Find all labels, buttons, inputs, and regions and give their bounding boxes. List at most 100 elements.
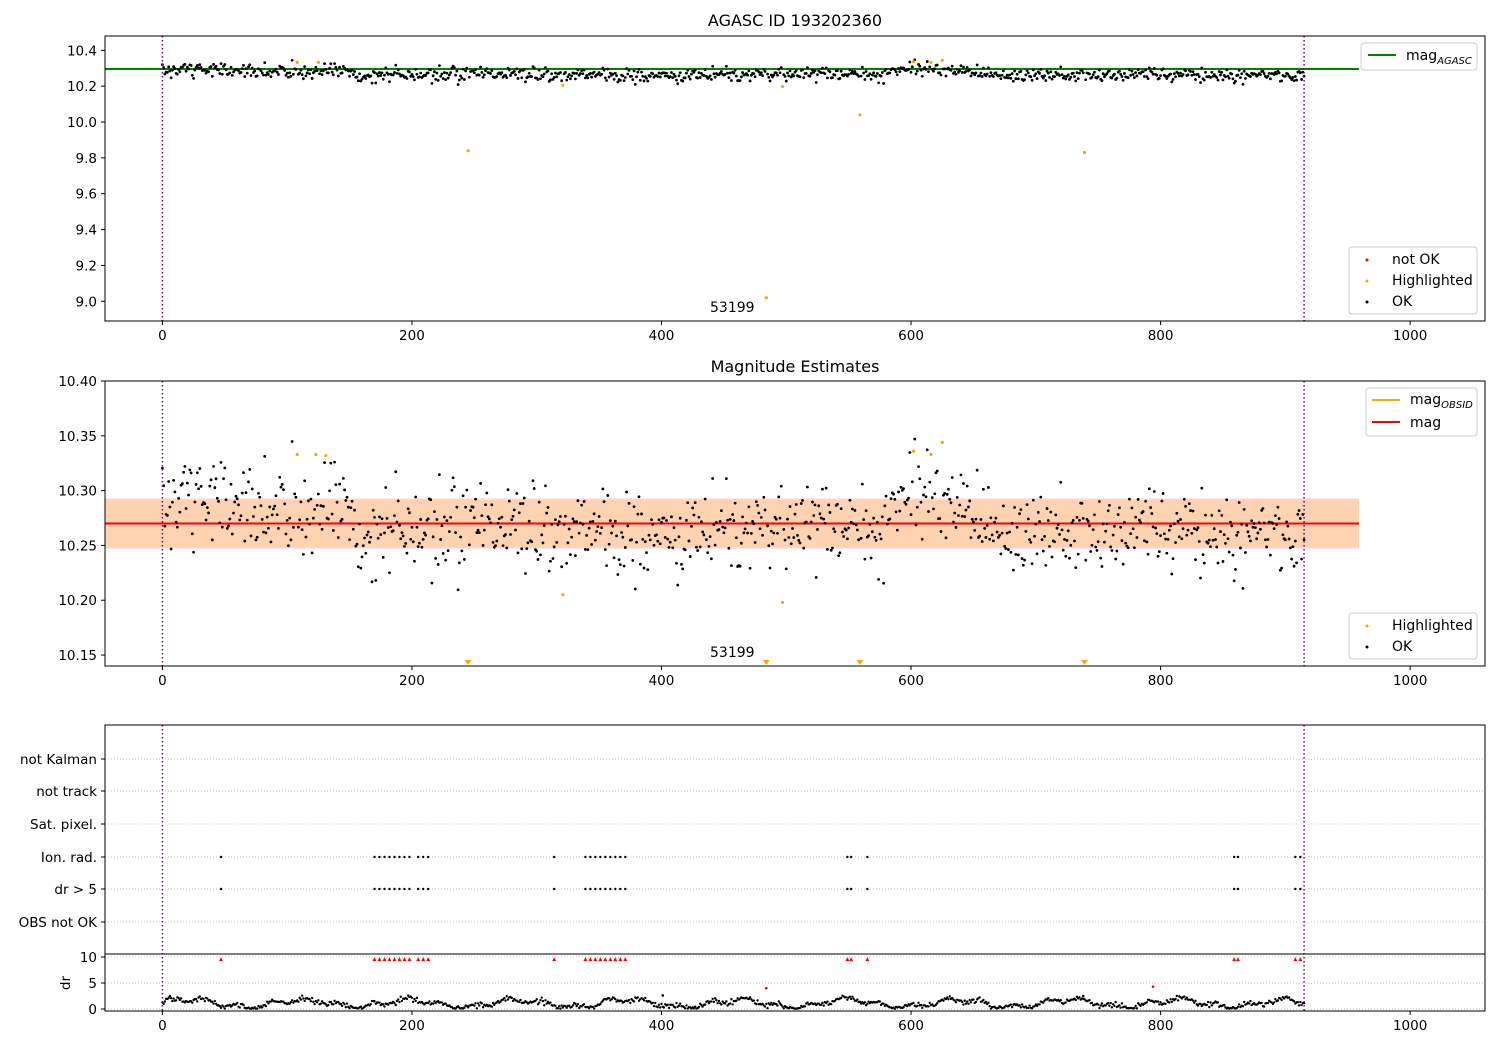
ok-point bbox=[331, 73, 335, 77]
dr-point bbox=[343, 1003, 346, 1006]
ok-point bbox=[1026, 71, 1030, 75]
ok-point bbox=[555, 75, 559, 79]
ok-point bbox=[439, 74, 443, 78]
ok-point bbox=[444, 558, 448, 562]
ok-point bbox=[593, 538, 597, 542]
ok-point bbox=[343, 488, 346, 492]
ok-point bbox=[1063, 538, 1066, 541]
ok-point bbox=[949, 68, 953, 72]
ok-point bbox=[605, 564, 608, 568]
ok-point bbox=[311, 516, 315, 520]
ok-point bbox=[1113, 72, 1116, 76]
ok-point bbox=[1145, 540, 1149, 544]
ok-point bbox=[950, 476, 954, 479]
ok-point bbox=[1146, 77, 1150, 81]
ok-point bbox=[486, 515, 490, 519]
ok-point bbox=[336, 74, 340, 78]
ok-point bbox=[1005, 73, 1009, 77]
ok-point bbox=[396, 68, 400, 72]
ok-point bbox=[933, 67, 937, 71]
ok-point bbox=[1009, 76, 1013, 80]
ok-point bbox=[1196, 526, 1200, 530]
dr-point bbox=[378, 1001, 381, 1004]
ok-point bbox=[1239, 546, 1242, 550]
ok-point bbox=[260, 71, 264, 75]
ok-point bbox=[224, 68, 228, 72]
ok-point bbox=[1046, 71, 1050, 75]
ok-point bbox=[345, 495, 349, 499]
ok-point bbox=[792, 536, 796, 539]
ok-point bbox=[259, 504, 263, 508]
ok-point bbox=[758, 527, 762, 531]
ok-point bbox=[817, 504, 821, 508]
dr-point bbox=[833, 999, 837, 1003]
ok-point bbox=[930, 496, 934, 500]
dr-point bbox=[712, 1000, 716, 1004]
ok-point bbox=[541, 75, 545, 79]
ok-point bbox=[535, 549, 539, 553]
panel1-ytick-label-7: 10.4 bbox=[67, 43, 97, 59]
ok-point bbox=[207, 511, 210, 515]
ok-point bbox=[1034, 72, 1038, 76]
dr-point bbox=[567, 1004, 571, 1007]
dr-point bbox=[414, 999, 417, 1003]
ok-point bbox=[536, 558, 540, 561]
panel1-ytick-label-3: 9.6 bbox=[76, 187, 97, 203]
ok-point bbox=[670, 515, 673, 519]
ok-point bbox=[329, 461, 333, 465]
ok-point bbox=[1030, 562, 1034, 566]
ok-point bbox=[641, 537, 645, 541]
ok-point bbox=[559, 515, 562, 518]
ok-point bbox=[613, 71, 617, 75]
ok-point bbox=[895, 73, 899, 77]
ok-point bbox=[178, 70, 182, 74]
ok-point bbox=[477, 73, 481, 77]
ok-point bbox=[1048, 544, 1051, 548]
dr-gt-5-flag-point bbox=[584, 887, 587, 891]
ok-point bbox=[245, 518, 249, 522]
ok-point bbox=[203, 502, 207, 506]
dr-point bbox=[1175, 994, 1179, 998]
ok-point bbox=[497, 517, 501, 521]
ok-point bbox=[633, 82, 637, 86]
dr-point bbox=[967, 1002, 970, 1005]
dr-point bbox=[1134, 1004, 1137, 1008]
panel2-xtick-label-1: 200 bbox=[399, 673, 425, 689]
dr-point bbox=[917, 1001, 920, 1005]
ionrad-flag-point bbox=[604, 855, 607, 859]
ok-point bbox=[1156, 554, 1160, 558]
ok-point bbox=[1271, 521, 1275, 525]
ok-point bbox=[724, 64, 728, 68]
ok-point bbox=[646, 79, 650, 83]
dr-point bbox=[1164, 1002, 1167, 1006]
ok-point bbox=[1094, 545, 1098, 549]
ok-point bbox=[282, 488, 285, 492]
dr-point bbox=[503, 996, 506, 1000]
ok-point bbox=[578, 72, 582, 75]
ok-point bbox=[1105, 522, 1109, 526]
panel2-xtick-label-5: 1000 bbox=[1393, 673, 1427, 689]
ok-point bbox=[1160, 499, 1164, 503]
dr-point bbox=[1299, 1000, 1302, 1004]
ok-point bbox=[1236, 530, 1240, 534]
ok-point bbox=[1010, 72, 1014, 76]
ok-point bbox=[355, 542, 359, 546]
dr-point bbox=[203, 1000, 207, 1003]
ok-point bbox=[183, 62, 187, 66]
dr-axis-label: dr bbox=[58, 975, 74, 990]
ok-point bbox=[660, 520, 663, 524]
panel1-ytick-label-5: 10.0 bbox=[67, 115, 97, 131]
ok-point bbox=[313, 69, 317, 73]
ok-point bbox=[1214, 538, 1217, 541]
ok-point bbox=[264, 73, 268, 77]
dr-point bbox=[194, 998, 198, 1001]
ok-point bbox=[763, 508, 767, 512]
ok-point bbox=[590, 543, 594, 546]
ok-point bbox=[670, 71, 673, 74]
ok-point bbox=[586, 76, 590, 80]
ok-point bbox=[175, 72, 179, 76]
ok-point bbox=[1169, 72, 1172, 76]
ok-point bbox=[673, 74, 677, 78]
ok-point bbox=[828, 511, 832, 514]
ok-point bbox=[1272, 527, 1276, 531]
